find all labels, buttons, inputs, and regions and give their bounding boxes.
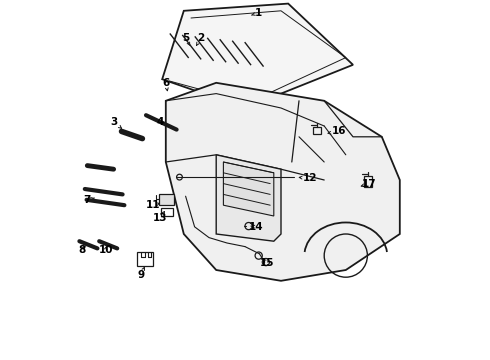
Text: 12: 12 <box>302 173 317 183</box>
Text: 6: 6 <box>162 78 170 88</box>
Text: 8: 8 <box>79 245 86 255</box>
Polygon shape <box>166 83 400 281</box>
Bar <box>137 252 153 266</box>
Polygon shape <box>223 162 274 216</box>
Text: 13: 13 <box>153 213 168 223</box>
Text: 10: 10 <box>98 245 113 255</box>
Text: 5: 5 <box>182 33 189 43</box>
Text: 4: 4 <box>157 117 164 127</box>
Text: 2: 2 <box>197 33 205 43</box>
Text: 3: 3 <box>111 117 118 127</box>
Text: 14: 14 <box>248 222 263 232</box>
Bar <box>364 176 372 187</box>
Bar <box>162 208 173 216</box>
Bar <box>159 194 174 205</box>
Text: 1: 1 <box>255 8 262 18</box>
Text: 17: 17 <box>362 179 376 189</box>
Text: 15: 15 <box>259 258 274 268</box>
Text: 9: 9 <box>137 270 144 280</box>
Text: 7: 7 <box>84 195 91 205</box>
Text: 16: 16 <box>331 126 346 136</box>
Text: 11: 11 <box>146 200 160 210</box>
Bar <box>313 127 320 134</box>
Polygon shape <box>162 4 353 108</box>
Polygon shape <box>216 155 281 241</box>
